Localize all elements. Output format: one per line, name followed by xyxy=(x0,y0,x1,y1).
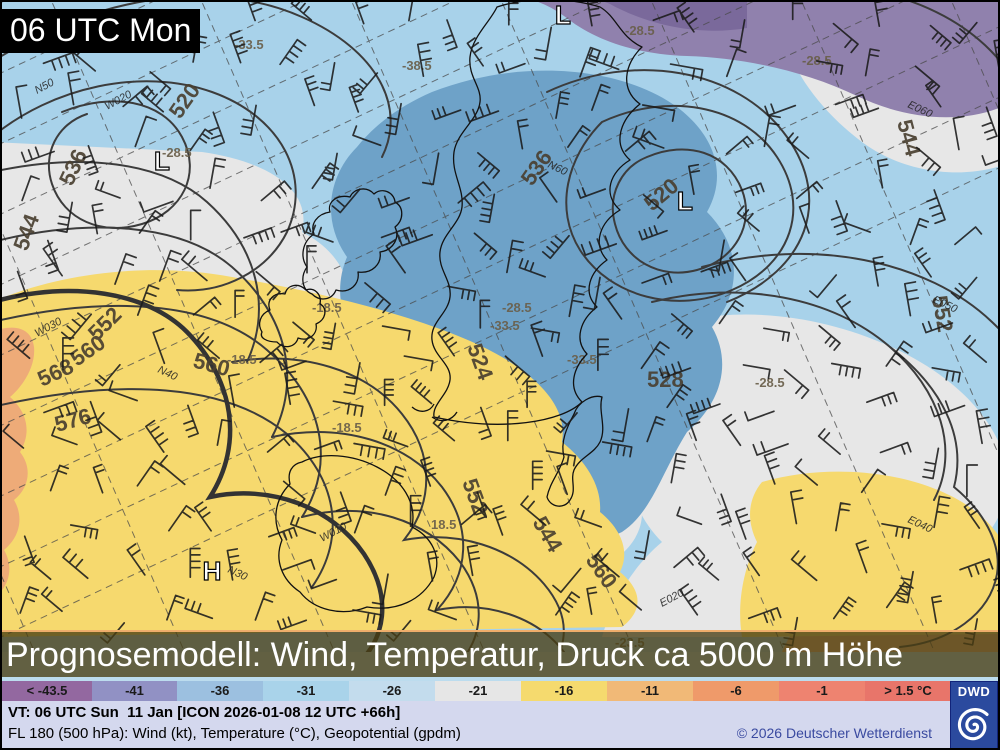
svg-text:-28.5: -28.5 xyxy=(502,300,532,315)
svg-text:-38.5: -38.5 xyxy=(402,58,432,73)
svg-text:L: L xyxy=(154,146,170,176)
svg-text:-33.5: -33.5 xyxy=(490,318,520,333)
svg-text:L: L xyxy=(555,2,571,30)
svg-text:-18.5: -18.5 xyxy=(332,420,362,435)
svg-text:-28.5: -28.5 xyxy=(755,375,785,390)
svg-text:H: H xyxy=(203,556,222,586)
svg-text:-18.5: -18.5 xyxy=(227,352,257,367)
svg-text:L: L xyxy=(677,186,693,216)
svg-text:-28.5: -28.5 xyxy=(625,23,655,38)
svg-text:-18.5: -18.5 xyxy=(312,300,342,315)
svg-text:528: 528 xyxy=(647,367,684,392)
